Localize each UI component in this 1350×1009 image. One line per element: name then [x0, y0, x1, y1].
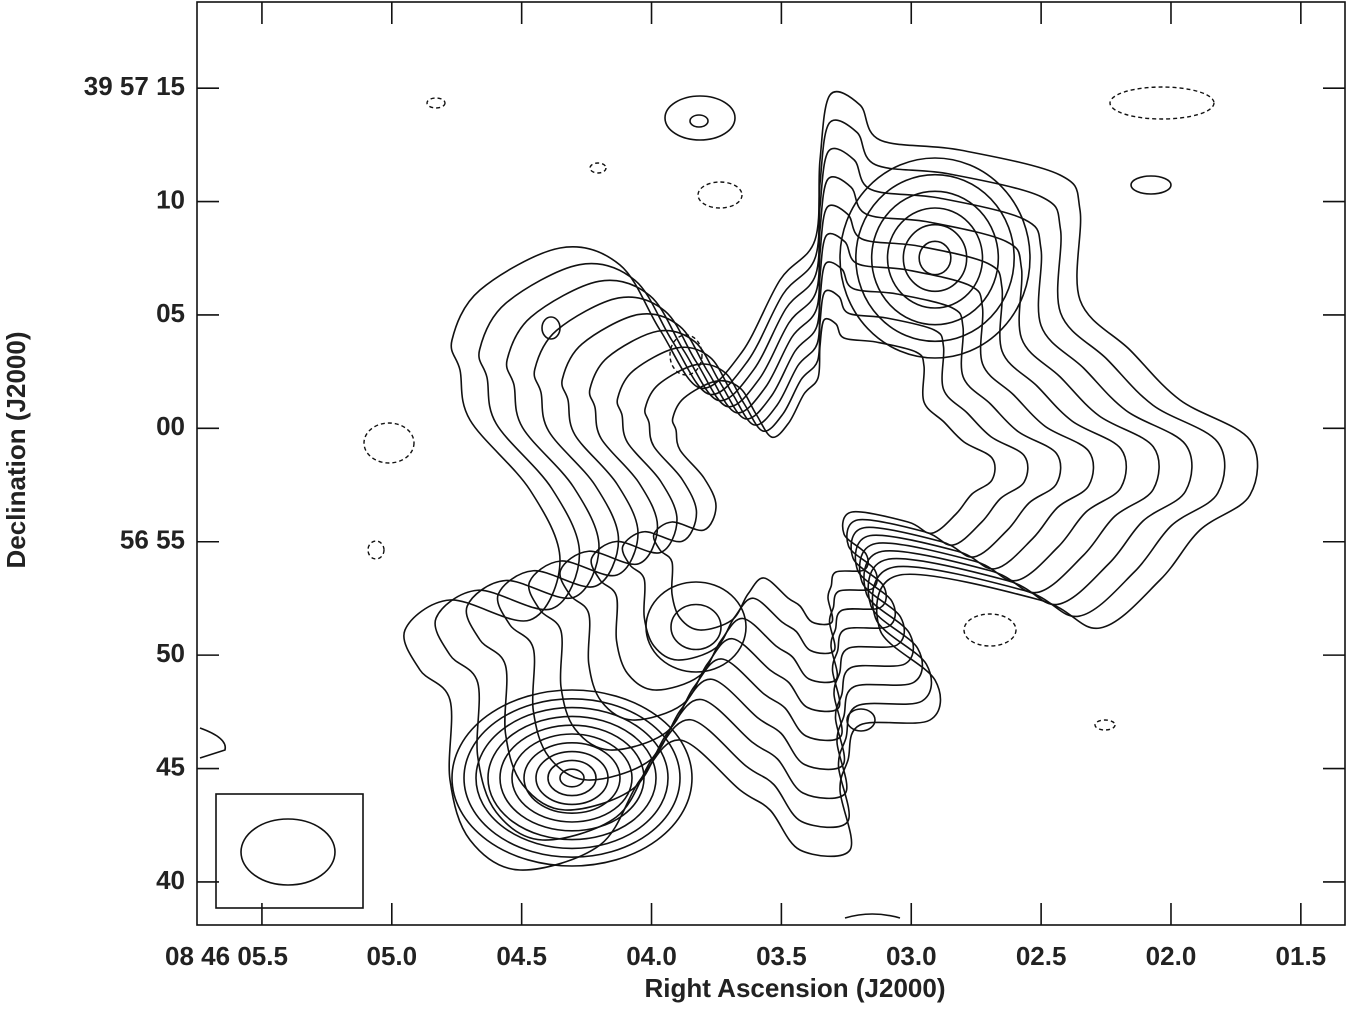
contour [535, 750, 609, 806]
contour-negative [1094, 719, 1116, 731]
x-tick-label: 02.5 [1016, 941, 1067, 971]
contour [664, 95, 736, 141]
contour [199, 727, 227, 759]
beam-box [215, 793, 364, 909]
contour [846, 708, 876, 732]
y-axis-title: Declination (J2000) [1, 332, 31, 569]
contour [527, 204, 1128, 751]
contour [670, 603, 722, 651]
x-tick-label: 08 46 05.5 [165, 941, 288, 971]
contour-negative [963, 613, 1017, 647]
y-tick-label: 50 [156, 638, 185, 668]
x-tick-label: 02.0 [1146, 941, 1197, 971]
contour [463, 697, 681, 858]
contour-negative [1109, 86, 1215, 120]
x-tick-label: 04.5 [496, 941, 547, 971]
x-tick-label: 05.0 [366, 941, 417, 971]
contour-negative [697, 181, 743, 209]
x-tick-label: 01.5 [1276, 941, 1327, 971]
contour [523, 741, 621, 814]
contour [1130, 175, 1172, 195]
y-tick-label: 40 [156, 865, 185, 895]
contour [621, 289, 1029, 661]
y-tick-label: 10 [156, 184, 185, 214]
contour [689, 114, 709, 128]
x-axis-title: Right Ascension (J2000) [644, 973, 945, 1003]
y-tick-label: 56 55 [120, 525, 185, 555]
contour [918, 240, 952, 276]
contour-negative [426, 97, 446, 109]
y-tick-label: 45 [156, 751, 185, 781]
y-tick-label: 05 [156, 298, 185, 328]
contours [199, 86, 1259, 919]
contour [496, 175, 1160, 781]
x-tick-label: 03.0 [886, 941, 937, 971]
contour-negative [589, 162, 607, 174]
contour [902, 223, 968, 293]
contour-negative [363, 422, 415, 464]
contour [855, 173, 1015, 343]
contour [403, 90, 1259, 871]
contour [652, 317, 996, 631]
contour [547, 759, 597, 797]
contour-negative [367, 540, 385, 560]
plot-frame [196, 1, 1346, 926]
contour [590, 261, 1062, 691]
x-tick-label: 03.5 [756, 941, 807, 971]
contour [499, 724, 645, 832]
contour [559, 768, 585, 788]
x-tick-label: 04.0 [626, 941, 677, 971]
contour [511, 733, 633, 823]
contour [475, 706, 669, 850]
contour [870, 190, 1000, 326]
contour [844, 913, 901, 919]
beam [240, 818, 336, 886]
contour [886, 207, 984, 309]
contour [487, 715, 657, 841]
contour [559, 232, 1095, 721]
contour [839, 157, 1031, 359]
contour [645, 581, 747, 673]
y-tick-label: 00 [156, 411, 185, 441]
contour [434, 119, 1226, 841]
y-tick-label: 39 57 15 [84, 71, 185, 101]
contour [451, 689, 693, 867]
